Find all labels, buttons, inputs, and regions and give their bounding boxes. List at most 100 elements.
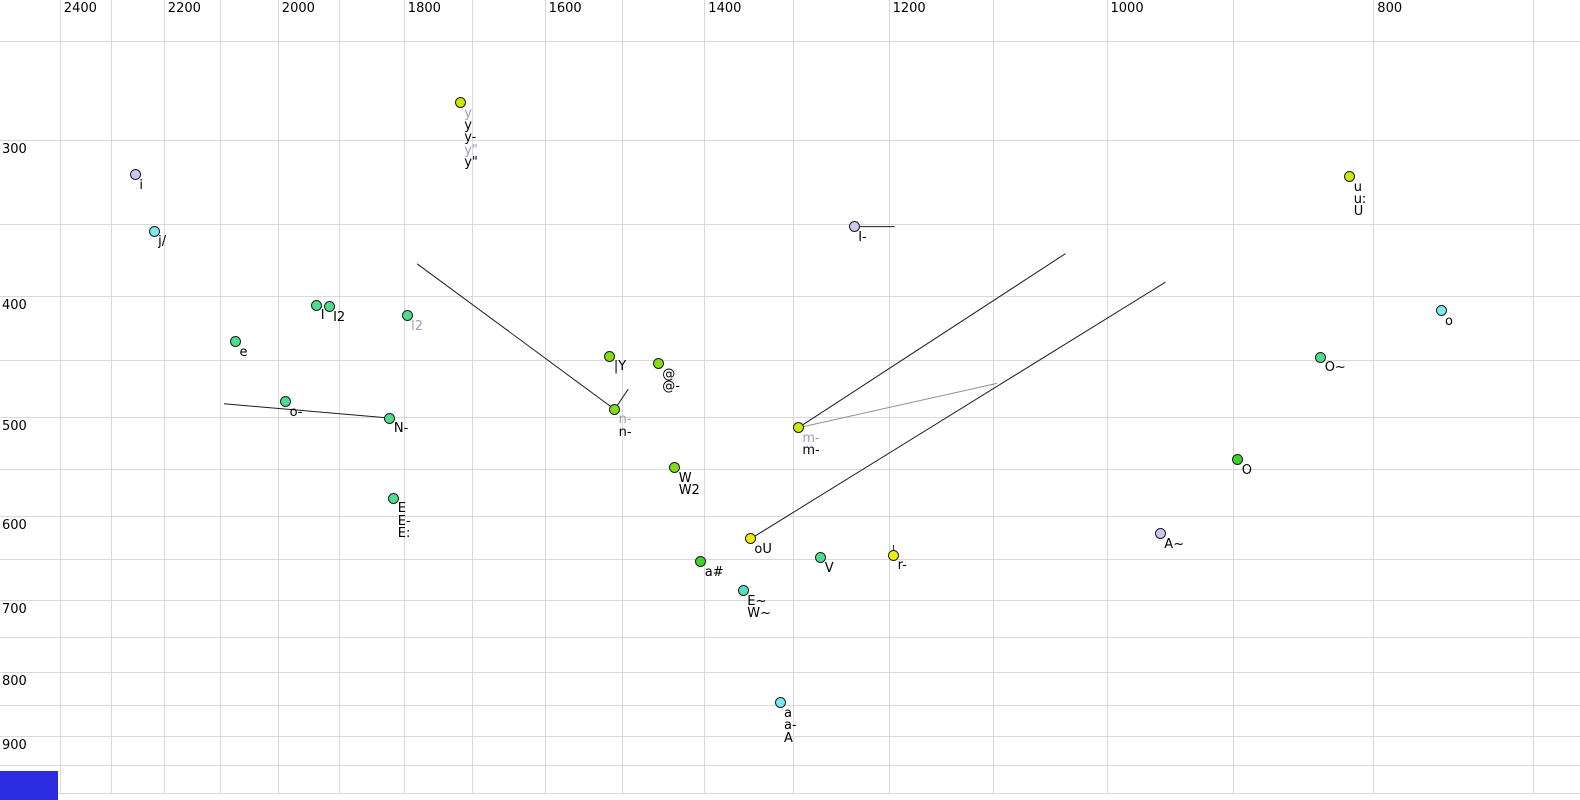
gridline-vertical-1200 (888, 0, 890, 793)
data-point-a-17[interactable] (695, 556, 707, 568)
y-axis-tick-label: 500 (2, 419, 27, 434)
data-point-o-24[interactable] (1435, 305, 1447, 317)
gridline-horizontal-900 (0, 735, 1580, 737)
data-point-r-19[interactable] (888, 549, 900, 561)
gridline-horizontal-750 (0, 636, 1580, 638)
data-point-w-14[interactable] (669, 462, 681, 474)
point-label-m-12: m- (802, 443, 820, 459)
gridline-vertical-900 (1232, 0, 1234, 793)
point-label-o-25: O~ (1324, 360, 1346, 376)
gridline-vertical-1000 (1106, 0, 1108, 793)
gridline-vertical-800 (1373, 0, 1375, 793)
point-label-v-18: V (824, 560, 834, 576)
y-axis-tick-label: 700 (2, 601, 27, 617)
gridline-vertical-1100 (992, 0, 994, 793)
point-label-y-8: y (464, 117, 472, 133)
gridline-horizontal-950 (0, 765, 1580, 767)
data-point-o-22[interactable] (1232, 454, 1244, 466)
data-point-i-2[interactable] (311, 299, 323, 311)
point-label-m-12: m- (802, 430, 820, 446)
trajectory-line-4 (750, 281, 1166, 540)
point-label-w-14: W2 (678, 483, 700, 499)
data-point-e-20[interactable] (737, 585, 749, 597)
gridline-vertical-2300 (110, 0, 112, 793)
point-label-e-15: E- (397, 513, 411, 529)
trajectory-line-2 (798, 253, 1066, 429)
gridline-horizontal-300 (0, 139, 1580, 141)
point-label-i-0: i (139, 177, 144, 193)
gridline-vertical-2000 (277, 0, 279, 793)
point-label-ou-16: oU (754, 541, 772, 557)
point-label-n-11: n- (618, 412, 632, 428)
point-label-e-5: e (239, 344, 248, 360)
corner-highlight (0, 771, 58, 800)
data-point-n-11[interactable] (609, 403, 621, 415)
data-point-m-12[interactable] (792, 422, 804, 434)
point-label-y-9: |Y (613, 359, 627, 375)
point-label-o-22: O (1241, 462, 1253, 478)
data-point-v-18[interactable] (815, 552, 827, 564)
point-label-n-11: n- (618, 424, 632, 440)
data-point-n-7[interactable] (384, 412, 396, 424)
gridline-vertical-1400 (704, 0, 706, 793)
trajectory-line-3 (798, 382, 998, 429)
gridline-horizontal-450 (0, 359, 1580, 361)
data-point-y-9[interactable] (604, 350, 616, 362)
x-axis-tick-label: 800 (1377, 1, 1403, 16)
x-axis-tick-label: 1400 (708, 1, 742, 16)
data-point-pt-10[interactable] (652, 358, 664, 369)
gridline-horizontal-550 (0, 468, 1580, 470)
gridline-vertical-1800 (403, 0, 405, 793)
y-axis-tick-label: 400 (2, 298, 27, 313)
x-axis-tick-label: 2200 (167, 1, 201, 16)
gridline-vertical-2100 (219, 0, 221, 793)
point-label-a-21: A~ (1164, 536, 1185, 552)
y-axis-tick-label: 600 (2, 517, 27, 533)
y-axis-tick-label: 800 (2, 674, 27, 689)
gridline-vertical-2200 (163, 0, 165, 793)
gridline-vertical-1500 (621, 0, 623, 793)
gridline-vertical-1700 (472, 0, 474, 793)
point-label-u-23: u (1353, 179, 1362, 195)
gridline-vertical-2400 (59, 0, 61, 793)
point-label-e-20: W~ (747, 606, 772, 622)
gridline-vertical-1300 (792, 0, 794, 793)
data-point-u-23[interactable] (1344, 171, 1356, 183)
point-label-y-8: y" (464, 155, 478, 171)
data-point-ou-16[interactable] (744, 533, 756, 545)
data-point-a-26[interactable] (774, 697, 786, 709)
data-point-l2-4[interactable] (401, 310, 413, 322)
point-label-u-23: U (1353, 204, 1364, 220)
point-label-e-20: E~ (747, 593, 767, 609)
point-label-i-13: I- (858, 229, 867, 245)
gridline-horizontal-400 (0, 296, 1580, 297)
data-point-o-6[interactable] (280, 396, 292, 408)
point-label-u-23: u: (1353, 192, 1367, 207)
gridline-horizontal-500 (0, 417, 1580, 418)
gridline-horizontal-800 (0, 672, 1580, 673)
data-point-y-8[interactable] (454, 97, 466, 108)
data-point-i2-3[interactable] (323, 301, 335, 313)
data-point-e-5[interactable] (230, 336, 241, 347)
trajectory-line-0 (223, 403, 390, 419)
point-label-w-14: W (678, 470, 692, 486)
point-label-a-17: a# (704, 564, 724, 580)
gridline-horizontal-250 (0, 41, 1580, 42)
x-axis-tick-label: 1200 (892, 1, 926, 16)
gridline-vertical-700 (1533, 0, 1534, 793)
data-point-i-0[interactable] (129, 169, 141, 181)
point-label-i-2: I (320, 308, 325, 324)
x-axis-tick-label: 2400 (63, 1, 97, 16)
point-label-a-26: A (784, 730, 793, 746)
point-label-n-7: N- (393, 421, 409, 437)
data-point-a-21[interactable] (1154, 528, 1166, 540)
point-label-o-24: o (1445, 313, 1453, 329)
gridline-horizontal-650 (0, 559, 1580, 561)
data-point-e-15[interactable] (388, 492, 400, 504)
data-point-j-1[interactable] (148, 225, 160, 237)
data-point-i-13[interactable] (848, 221, 860, 233)
data-point-o-25[interactable] (1315, 351, 1327, 363)
gridline-vertical-1600 (544, 0, 546, 793)
point-label-a-26: a- (784, 718, 797, 734)
